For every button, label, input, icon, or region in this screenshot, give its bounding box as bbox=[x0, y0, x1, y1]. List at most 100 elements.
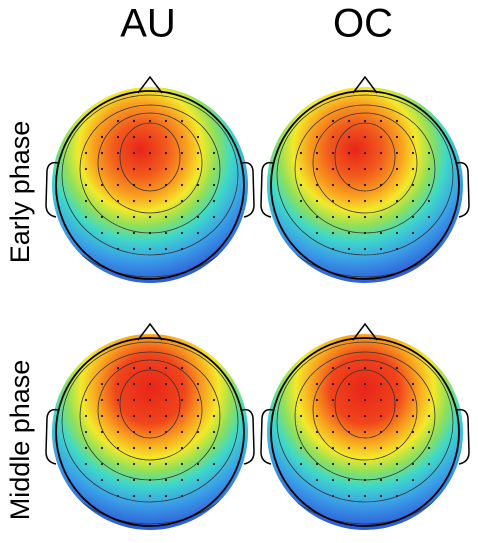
electrode bbox=[363, 167, 367, 171]
electrode bbox=[132, 183, 136, 187]
electrode bbox=[331, 167, 335, 171]
electrode bbox=[331, 462, 335, 466]
electrode bbox=[164, 462, 168, 466]
electrode bbox=[315, 414, 319, 418]
electrode bbox=[363, 183, 367, 187]
electrode bbox=[427, 398, 431, 402]
electrode bbox=[363, 199, 367, 203]
electrode bbox=[347, 478, 351, 482]
electrode bbox=[331, 231, 335, 235]
electrode bbox=[196, 199, 200, 203]
electrode bbox=[363, 446, 367, 450]
electrode bbox=[347, 199, 351, 203]
electrode bbox=[315, 215, 319, 219]
electrode bbox=[180, 398, 184, 402]
electrode bbox=[164, 446, 168, 450]
electrode bbox=[100, 478, 104, 482]
electrode bbox=[180, 414, 184, 418]
electrode bbox=[100, 215, 104, 219]
electrode bbox=[331, 414, 335, 418]
electrode bbox=[132, 167, 136, 171]
electrode bbox=[363, 231, 367, 235]
electrode bbox=[84, 167, 88, 171]
electrode bbox=[363, 478, 367, 482]
electrode bbox=[100, 462, 104, 466]
electrode bbox=[100, 430, 104, 434]
electrode bbox=[379, 478, 383, 482]
electrode bbox=[395, 398, 399, 402]
electrode bbox=[347, 247, 351, 251]
electrode bbox=[116, 151, 120, 155]
electrode bbox=[180, 215, 184, 219]
electrode bbox=[212, 151, 216, 155]
electrode bbox=[347, 414, 351, 418]
electrode bbox=[164, 199, 168, 203]
ear bbox=[260, 161, 274, 218]
electrode bbox=[411, 183, 415, 187]
electrode bbox=[315, 446, 319, 450]
electrode bbox=[148, 462, 152, 466]
electrode bbox=[395, 414, 399, 418]
electrode bbox=[116, 215, 120, 219]
electrode bbox=[116, 446, 120, 450]
ear bbox=[456, 408, 470, 465]
electrode bbox=[347, 494, 351, 498]
electrode bbox=[84, 462, 88, 466]
electrode bbox=[363, 151, 367, 155]
electrode bbox=[212, 462, 216, 466]
electrode bbox=[132, 199, 136, 203]
electrode bbox=[379, 494, 383, 498]
electrode bbox=[212, 167, 216, 171]
electrode bbox=[116, 247, 120, 251]
electrode bbox=[116, 430, 120, 434]
electrode bbox=[331, 366, 335, 370]
electrode bbox=[411, 215, 415, 219]
electrode bbox=[395, 478, 399, 482]
electrode bbox=[148, 446, 152, 450]
electrode bbox=[299, 446, 303, 450]
electrode bbox=[379, 215, 383, 219]
electrode bbox=[379, 414, 383, 418]
contour-line bbox=[312, 112, 418, 214]
electrode bbox=[84, 430, 88, 434]
electrode bbox=[148, 231, 152, 235]
electrode bbox=[331, 446, 335, 450]
electrode bbox=[411, 151, 415, 155]
electrode bbox=[411, 398, 415, 402]
electrode bbox=[411, 462, 415, 466]
electrode bbox=[180, 446, 184, 450]
column-label: OC bbox=[333, 2, 393, 46]
electrode bbox=[116, 398, 120, 402]
electrode bbox=[84, 183, 88, 187]
electrode bbox=[379, 430, 383, 434]
electrode bbox=[395, 366, 399, 370]
electrode bbox=[395, 135, 399, 139]
electrode bbox=[196, 430, 200, 434]
contour-line bbox=[52, 87, 248, 278]
electrode bbox=[299, 151, 303, 155]
electrode bbox=[180, 478, 184, 482]
electrode bbox=[84, 414, 88, 418]
electrode bbox=[116, 462, 120, 466]
electrode bbox=[132, 462, 136, 466]
electrode bbox=[347, 215, 351, 219]
electrode bbox=[363, 135, 367, 139]
electrode bbox=[427, 462, 431, 466]
electrode bbox=[212, 430, 216, 434]
electrode bbox=[164, 151, 168, 155]
electrode bbox=[180, 199, 184, 203]
electrode bbox=[100, 414, 104, 418]
electrode bbox=[347, 430, 351, 434]
electrode bbox=[132, 119, 136, 123]
electrode bbox=[395, 247, 399, 251]
electrode bbox=[315, 478, 319, 482]
electrode bbox=[411, 135, 415, 139]
nose bbox=[137, 322, 163, 341]
ear bbox=[241, 408, 255, 465]
electrode bbox=[331, 494, 335, 498]
electrode bbox=[315, 462, 319, 466]
electrode bbox=[395, 215, 399, 219]
contour-line bbox=[119, 369, 181, 439]
electrode bbox=[116, 494, 120, 498]
